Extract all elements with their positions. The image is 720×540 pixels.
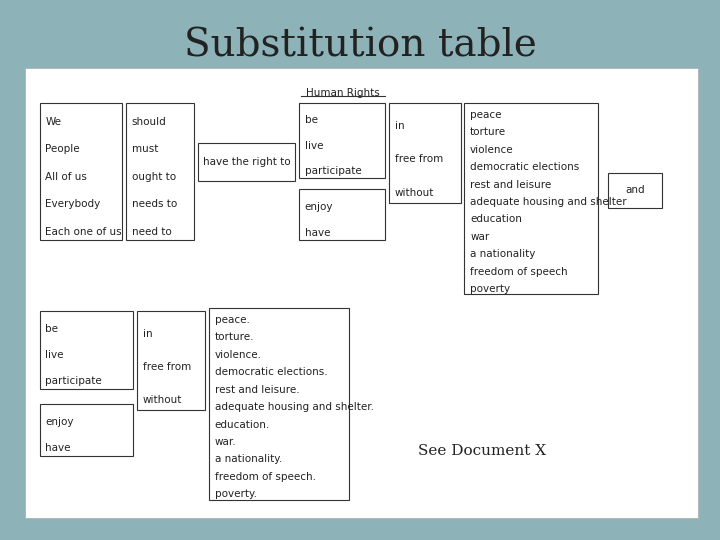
Text: We: We	[45, 117, 61, 127]
Text: ought to: ought to	[132, 172, 176, 182]
Text: and: and	[626, 185, 645, 195]
Text: adequate housing and shelter.: adequate housing and shelter.	[215, 402, 374, 412]
Text: be: be	[305, 115, 318, 125]
Text: torture.: torture.	[215, 333, 254, 342]
Text: war.: war.	[215, 437, 236, 447]
FancyBboxPatch shape	[40, 404, 133, 456]
Text: democratic elections: democratic elections	[470, 162, 580, 172]
Text: Each one of us: Each one of us	[45, 227, 122, 237]
Text: rest and leisure.: rest and leisure.	[215, 384, 300, 395]
Text: should: should	[132, 117, 166, 127]
Text: violence.: violence.	[215, 350, 261, 360]
Text: democratic elections.: democratic elections.	[215, 367, 327, 377]
Text: enjoy: enjoy	[305, 202, 333, 212]
Text: rest and leisure: rest and leisure	[470, 179, 552, 190]
FancyBboxPatch shape	[137, 310, 205, 410]
Text: in: in	[143, 329, 152, 339]
FancyBboxPatch shape	[464, 103, 598, 294]
Text: need to: need to	[132, 227, 171, 237]
Text: in: in	[395, 121, 404, 131]
Text: must: must	[132, 144, 158, 154]
Text: poverty.: poverty.	[215, 489, 256, 500]
Text: needs to: needs to	[132, 199, 177, 210]
Text: without: without	[395, 187, 434, 198]
Text: enjoy: enjoy	[45, 417, 74, 427]
Text: People: People	[45, 144, 80, 154]
Text: participate: participate	[45, 376, 102, 386]
Text: See Document X: See Document X	[418, 444, 546, 458]
Text: peace: peace	[470, 110, 502, 120]
Text: live: live	[305, 140, 323, 151]
Text: Everybody: Everybody	[45, 199, 101, 210]
FancyBboxPatch shape	[126, 103, 194, 240]
Text: have: have	[45, 443, 71, 454]
Text: Substitution table: Substitution table	[184, 28, 536, 64]
Text: be: be	[45, 324, 58, 334]
Text: without: without	[143, 395, 182, 406]
FancyBboxPatch shape	[25, 68, 698, 518]
Text: a nationality.: a nationality.	[215, 455, 282, 464]
Text: All of us: All of us	[45, 172, 87, 182]
FancyBboxPatch shape	[299, 103, 385, 178]
FancyBboxPatch shape	[40, 103, 122, 240]
FancyBboxPatch shape	[40, 310, 133, 389]
Text: have the right to: have the right to	[203, 157, 290, 167]
Text: education: education	[470, 214, 522, 224]
Text: torture: torture	[470, 127, 506, 137]
Text: violence: violence	[470, 145, 514, 154]
FancyBboxPatch shape	[209, 308, 349, 500]
FancyBboxPatch shape	[608, 173, 662, 208]
Text: Human Rights: Human Rights	[306, 88, 379, 98]
Text: freedom of speech.: freedom of speech.	[215, 472, 315, 482]
Text: war: war	[470, 232, 490, 242]
Text: free from: free from	[143, 362, 191, 372]
FancyBboxPatch shape	[198, 143, 295, 181]
Text: participate: participate	[305, 166, 361, 176]
Text: education.: education.	[215, 420, 270, 429]
Text: free from: free from	[395, 154, 443, 164]
Text: live: live	[45, 350, 64, 360]
Text: a nationality: a nationality	[470, 249, 536, 259]
Text: poverty: poverty	[470, 284, 510, 294]
Text: peace.: peace.	[215, 315, 249, 325]
Text: freedom of speech: freedom of speech	[470, 267, 568, 276]
FancyBboxPatch shape	[299, 190, 385, 240]
Text: adequate housing and shelter: adequate housing and shelter	[470, 197, 627, 207]
Text: have: have	[305, 228, 330, 238]
FancyBboxPatch shape	[389, 103, 461, 202]
